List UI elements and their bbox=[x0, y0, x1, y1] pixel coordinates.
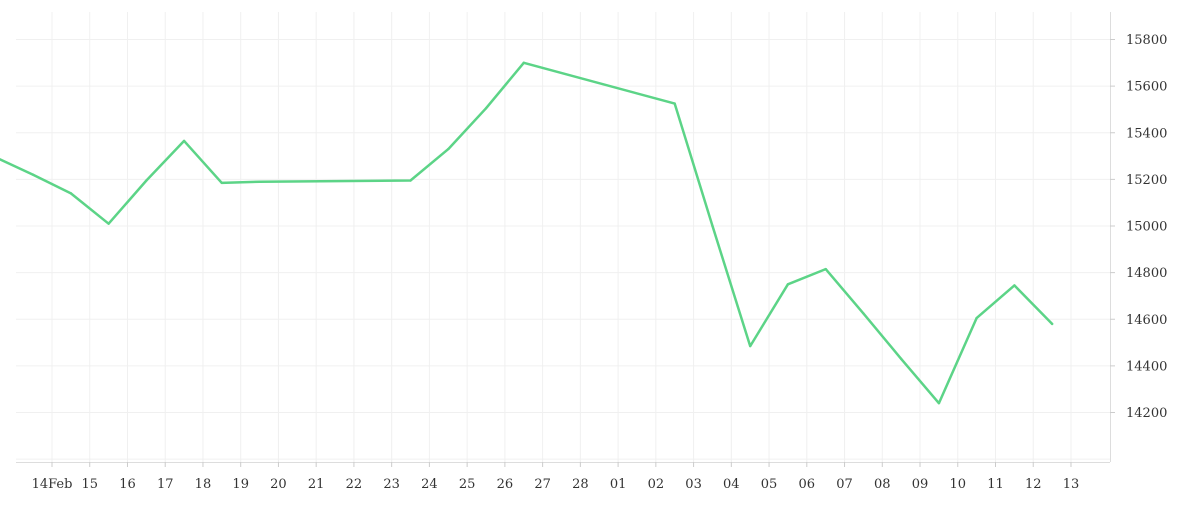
x-tick-label: 13 bbox=[1063, 477, 1080, 492]
x-tick-label: 16 bbox=[119, 477, 136, 492]
x-tick-label: 18 bbox=[195, 477, 212, 492]
x-tick-label: 21 bbox=[308, 477, 325, 492]
x-tick-label: 03 bbox=[685, 477, 702, 492]
x-tick-label: 24 bbox=[421, 477, 438, 492]
data-point bbox=[975, 316, 978, 320]
series bbox=[0, 61, 1054, 405]
data-point bbox=[31, 173, 35, 176]
x-tick-label: 05 bbox=[761, 477, 778, 492]
y-tick-label: 15600 bbox=[1126, 80, 1167, 95]
y-tick-label: 14600 bbox=[1126, 313, 1167, 328]
x-tick-label: 25 bbox=[459, 477, 476, 492]
x-tick-label: 14Feb bbox=[32, 477, 73, 492]
x-tick-label: 17 bbox=[157, 477, 174, 492]
data-point bbox=[258, 180, 261, 183]
data-point bbox=[522, 61, 525, 65]
data-point bbox=[145, 179, 148, 182]
data-point bbox=[937, 401, 941, 405]
y-tick-label: 14200 bbox=[1126, 406, 1167, 421]
x-tick-label: 22 bbox=[346, 477, 363, 492]
x-tick-label: 06 bbox=[799, 477, 816, 492]
grid bbox=[16, 12, 1110, 462]
tick-labels: 14Feb 15 16 17 18 19 20 21 22 23 24 25 26 27 28 01 02 03 0… bbox=[32, 33, 1168, 492]
y-tick-label: 15200 bbox=[1126, 173, 1167, 188]
data-point bbox=[484, 107, 488, 110]
data-point bbox=[748, 344, 752, 348]
data-point bbox=[711, 224, 714, 228]
data-point bbox=[409, 179, 412, 182]
y-tick-label: 14400 bbox=[1126, 359, 1167, 374]
data-point bbox=[182, 139, 186, 143]
x-tick-label: 19 bbox=[232, 477, 249, 492]
x-tick-label: 04 bbox=[723, 477, 740, 492]
x-tick-label: 12 bbox=[1025, 477, 1042, 492]
x-tick-label: 23 bbox=[383, 477, 400, 492]
x-tick-label: 08 bbox=[874, 477, 891, 492]
data-point bbox=[69, 192, 73, 195]
data-point bbox=[824, 267, 827, 271]
y-tick-label: 15400 bbox=[1126, 126, 1167, 141]
data-point bbox=[1013, 284, 1016, 287]
x-tick-label: 07 bbox=[836, 477, 853, 492]
x-tick-label: 20 bbox=[270, 477, 287, 492]
data-point bbox=[862, 312, 865, 315]
data-point bbox=[786, 283, 790, 286]
x-tick-label: 15 bbox=[81, 477, 98, 492]
y-tick-label: 15000 bbox=[1126, 220, 1167, 235]
axes bbox=[16, 12, 1115, 467]
y-tick-label: 15800 bbox=[1126, 33, 1167, 48]
data-point bbox=[1050, 322, 1054, 326]
x-tick-label: 28 bbox=[572, 477, 589, 492]
data-point bbox=[220, 181, 224, 185]
series-line bbox=[0, 61, 1054, 405]
data-point bbox=[899, 357, 903, 361]
data-point bbox=[107, 222, 110, 225]
x-tick-label: 09 bbox=[912, 477, 929, 492]
x-tick-label: 02 bbox=[648, 477, 665, 492]
x-tick-label: 10 bbox=[949, 477, 966, 492]
data-point bbox=[447, 147, 450, 151]
x-tick-label: 11 bbox=[987, 477, 1004, 492]
data-point bbox=[673, 102, 676, 105]
x-tick-label: 27 bbox=[534, 477, 551, 492]
y-tick-label: 14800 bbox=[1126, 266, 1167, 281]
x-tick-label: 26 bbox=[497, 477, 514, 492]
x-tick-label: 01 bbox=[610, 477, 627, 492]
